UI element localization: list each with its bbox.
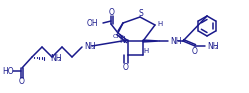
Text: S: S	[139, 8, 143, 17]
Text: NH: NH	[207, 41, 219, 50]
Text: HO: HO	[2, 66, 14, 76]
Text: NH: NH	[50, 53, 62, 62]
Text: 2: 2	[58, 57, 62, 61]
Text: O: O	[192, 46, 198, 56]
Text: CH₃: CH₃	[112, 33, 124, 39]
Text: O: O	[19, 77, 25, 86]
Text: OH: OH	[86, 19, 98, 28]
Text: O: O	[109, 8, 115, 16]
Text: 2: 2	[215, 44, 219, 49]
Text: H: H	[157, 21, 163, 27]
Text: NH: NH	[84, 41, 96, 50]
Text: H: H	[143, 48, 149, 54]
Polygon shape	[143, 40, 160, 42]
Text: 2: 2	[92, 44, 96, 49]
Text: NH: NH	[170, 36, 182, 45]
Text: O: O	[123, 62, 129, 72]
Text: N: N	[119, 36, 125, 44]
